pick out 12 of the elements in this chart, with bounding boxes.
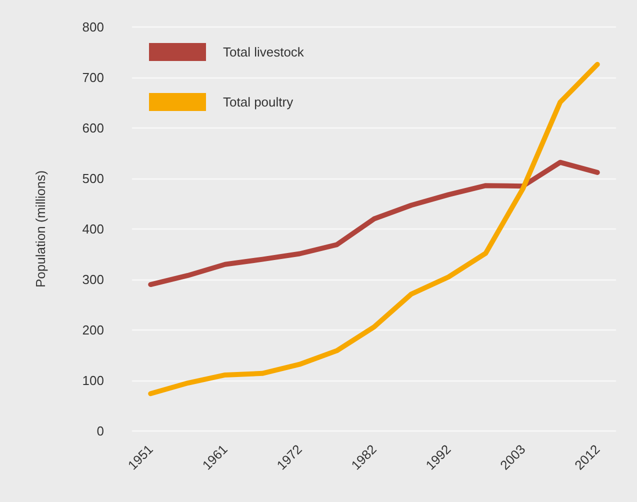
legend-label: Total livestock [223, 44, 304, 60]
legend-label: Total poultry [223, 94, 294, 110]
y-tick-label: 700 [82, 70, 104, 85]
y-tick-label: 500 [82, 171, 104, 186]
y-tick-label: 200 [82, 322, 104, 338]
y-tick-label: 0 [96, 424, 104, 438]
y-tick-label: 100 [82, 373, 104, 388]
y-tick-label: 300 [82, 272, 104, 287]
y-tick-label: 400 [82, 222, 104, 236]
y-tick-label: 800 [82, 20, 104, 34]
y-tick-label: 600 [82, 120, 104, 136]
y-axis-title: Population (millions) [33, 170, 48, 288]
